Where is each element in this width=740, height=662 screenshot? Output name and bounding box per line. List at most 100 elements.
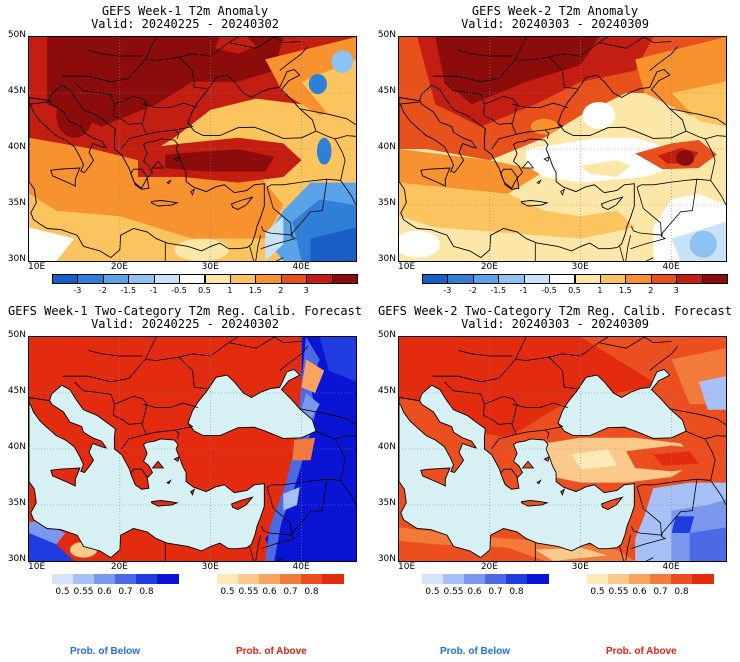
longitude-label: 20E: [110, 262, 128, 272]
colorbar-swatch: [115, 574, 137, 584]
anomaly-colorbar: -3 -2 -1.5 -1 -0.5 0.5 1 1.5 2 3: [52, 274, 358, 300]
colorbar-tick-label: 0.8: [139, 587, 154, 597]
mediterranean-coast: [29, 84, 265, 259]
country-border: [62, 356, 208, 389]
colorbar-swatch: [447, 274, 474, 284]
probability-field: [29, 533, 75, 561]
latitude-label: 45N: [7, 386, 26, 396]
anomaly-field: [676, 150, 695, 166]
country-border: [114, 95, 148, 124]
map-week1-anomaly: [28, 36, 357, 262]
black-sea-coast: [187, 368, 317, 439]
longitude-label: 40E: [292, 562, 310, 572]
country-border: [649, 345, 679, 371]
colorbar-swatch: [625, 274, 652, 284]
colorbar-tick-label: 2: [648, 286, 654, 295]
colorbar-swatch: [102, 274, 130, 284]
anomaly-field: [582, 101, 616, 129]
island-coast: [166, 179, 172, 185]
country-border: [261, 226, 293, 236]
country-border: [514, 337, 527, 360]
island-coast: [536, 479, 542, 485]
country-border: [432, 56, 578, 89]
country-border: [669, 108, 726, 126]
latitude-label: 30N: [7, 554, 26, 564]
colorbar-swatch: [485, 574, 507, 584]
longitude-label: 40E: [292, 262, 310, 272]
colorbar-tick-label: 1.5: [618, 286, 632, 295]
island-coast: [173, 156, 180, 162]
latitude-label: 45N: [377, 86, 396, 96]
island-coast: [151, 460, 165, 469]
longitude-label: 20E: [480, 562, 498, 572]
country-border: [484, 395, 518, 424]
colorbar-tick-label: 0.6: [97, 587, 112, 597]
anomaly-field: [47, 37, 284, 127]
sicily-coast: [420, 167, 451, 187]
island-coast: [151, 160, 165, 169]
country-border: [619, 546, 625, 561]
colorbar-tick-label: -2: [98, 286, 107, 295]
colorbar-swatch: [549, 274, 576, 284]
probability-below-colorbar: 0.5 0.55 0.6 0.7 0.8: [422, 574, 549, 600]
italy-coast: [399, 97, 478, 174]
country-border: [299, 408, 356, 426]
colorbar-swatch: [229, 274, 257, 284]
probability-field: [689, 527, 726, 561]
colorbar-swatch: [527, 574, 549, 584]
country-border: [291, 179, 328, 237]
mediterranean-coast: [29, 384, 265, 559]
colorbar-tick-label: 3: [303, 286, 309, 295]
longitude-label: 20E: [480, 262, 498, 272]
country-border: [249, 246, 255, 261]
italy-coast: [29, 97, 108, 174]
colorbar-swatch: [94, 574, 116, 584]
anomaly-field: [29, 227, 75, 261]
colorbar-swatch: [629, 574, 651, 584]
country-border: [315, 430, 356, 440]
country-border: [228, 37, 302, 49]
island-coast: [190, 488, 196, 496]
colorbar-tick-label: 0.55: [238, 587, 259, 597]
country-border: [62, 56, 208, 89]
colorbar-swatch: [136, 574, 158, 584]
colorbar-swatch: [464, 574, 486, 584]
latitude-label: 50N: [377, 30, 396, 40]
country-border: [625, 535, 631, 561]
colorbar-swatch: [153, 274, 181, 284]
country-border: [279, 45, 309, 71]
latitude-label: 50N: [377, 330, 396, 340]
colorbar-tick-label: -0.5: [541, 286, 557, 295]
country-border: [249, 546, 255, 561]
latitude-label: 40N: [7, 442, 26, 452]
colorbar-swatch: [650, 574, 672, 584]
colorbar-swatch: [498, 274, 525, 284]
colorbar-swatch: [443, 574, 465, 584]
colorbar-swatch: [322, 574, 344, 584]
colorbar-swatch: [280, 574, 302, 584]
probability-field: [698, 376, 726, 410]
probability-above-colorbar: 0.5 0.55 0.6 0.7 0.8: [587, 574, 714, 600]
map-week1-probability: [28, 336, 357, 562]
colorbar-tick-label: 0.5: [220, 587, 235, 597]
colorbar-tick-label: 0.55: [443, 587, 464, 597]
colorbar-swatch: [77, 274, 104, 284]
panel-week1-probability: GEFS Week-1 Two-Category T2m Reg. Calib.…: [0, 300, 370, 600]
country-border: [142, 102, 199, 108]
longitude-label: 10E: [398, 262, 416, 272]
prob-above-label: Prob. of Above: [236, 646, 307, 657]
country-border: [432, 356, 578, 389]
country-border: [87, 350, 143, 357]
colorbar-swatch: [599, 274, 627, 284]
probability-field: [571, 449, 617, 470]
colorbar-tick-label: -1: [519, 286, 528, 295]
island-coast: [190, 188, 196, 196]
anomaly-field: [316, 137, 332, 165]
country-border: [636, 138, 716, 188]
country-border: [649, 45, 679, 71]
island-coast: [543, 156, 550, 162]
colorbar-swatch: [422, 274, 449, 284]
colorbar-swatch: [52, 274, 79, 284]
country-border: [625, 235, 631, 261]
probability-field: [319, 337, 356, 382]
